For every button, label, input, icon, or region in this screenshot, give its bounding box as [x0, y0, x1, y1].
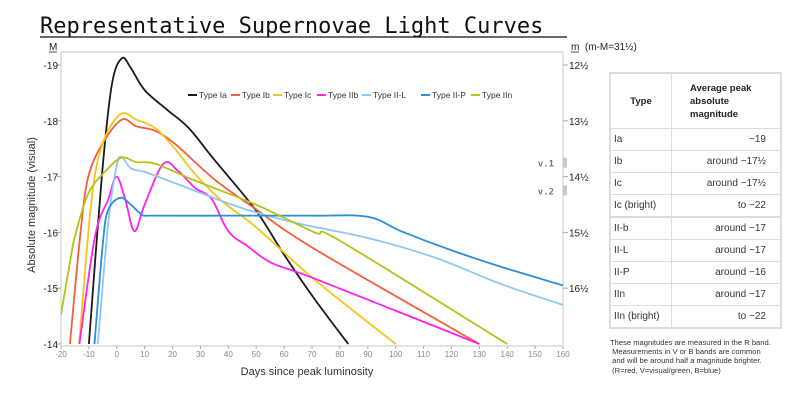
table-row: IIn (bright) to −22 — [609, 305, 782, 329]
x-axis-label: Days since peak luminosity — [241, 366, 374, 378]
y-tick-label: -18 — [44, 117, 59, 128]
header-line-3: magnitude — [690, 108, 739, 120]
header-average-peak: Average peak absolute magnitude — [671, 72, 782, 129]
x-tick-label: 0 — [115, 350, 120, 359]
header-line-2: absolute — [690, 95, 730, 107]
cell-type: Ib — [609, 150, 672, 173]
x-tick-label: -10 — [83, 350, 95, 359]
cell-magnitude: to −22 — [671, 305, 782, 329]
series-line-type-ii-p — [93, 196, 563, 345]
header-type: Type — [609, 72, 672, 129]
y-tick-label: -14 — [44, 340, 59, 351]
series-line-type-ic — [78, 112, 397, 345]
right-tick-label: 16½ — [569, 284, 589, 295]
table-header-row: Type Average peak absolute magnitude — [609, 72, 782, 129]
x-tick-label: 20 — [168, 350, 177, 359]
y-tick-label: -15 — [44, 284, 59, 295]
note-line: and will be around half a magnitude brig… — [610, 356, 762, 366]
table-row: Ic around −17½ — [609, 172, 782, 195]
table-row: Ib around −17½ — [609, 150, 782, 173]
table-row: Ia −19 — [609, 128, 782, 151]
table-row: II-b around −17 — [609, 216, 782, 240]
x-tick-label: 10 — [140, 350, 149, 359]
cell-magnitude: around −17½ — [671, 172, 782, 195]
cell-magnitude: around −16 — [671, 261, 782, 284]
right-axis-label: m (m-M=31½) — [571, 42, 637, 53]
series-line-type-iin — [61, 156, 508, 345]
x-tick-label: 80 — [335, 350, 344, 359]
legend-label: Type Ic — [284, 90, 312, 100]
note-line: (R=red, V=visual/green, B=blue) — [610, 365, 721, 375]
right-tick-label: 15½ — [569, 228, 589, 239]
table-row: II-P around −16 — [609, 261, 782, 284]
markers: v.1 v.2 — [538, 157, 567, 198]
x-tick-label: 160 — [556, 350, 570, 359]
x-tick-label: 70 — [308, 350, 317, 359]
peak-magnitude-table: Type Average peak absolute magnitude Ia −… — [609, 72, 782, 329]
marker-bar — [563, 185, 567, 196]
left-axis-symbol: M — [49, 42, 57, 53]
x-tick-label: -20 — [55, 350, 67, 359]
x-tick-label: 120 — [445, 350, 459, 359]
x-tick-label: 40 — [224, 350, 233, 359]
table-row: IIn around −17 — [609, 283, 782, 306]
series-line-type-iib — [78, 161, 480, 345]
x-tick-label: 90 — [363, 350, 372, 359]
legend-label: Type Ia — [199, 90, 227, 100]
cell-magnitude: around −17 — [671, 216, 782, 240]
table-row: II-L around −17 — [609, 239, 782, 262]
marker-bar — [563, 157, 567, 168]
x-tick-label: 110 — [417, 350, 430, 359]
axis-ticks: -19 12½ -18 13½ -17 14½ -16 15½ -15 16½ -14-20 -10 0… — [44, 61, 590, 359]
note-line: Measurements in V or B bands are common — [610, 347, 761, 357]
cell-type: Ic (bright) — [609, 194, 672, 218]
series-line-type-ib — [69, 118, 480, 345]
x-tick-label: 150 — [528, 350, 542, 359]
legend-label: Type II-L — [373, 90, 406, 100]
cell-magnitude: to −22 — [671, 194, 782, 218]
y-axis-label: Absolute magnitude (visual) — [26, 137, 38, 273]
header-line-1: Average peak — [690, 82, 752, 94]
cell-type: IIn (bright) — [609, 305, 672, 329]
x-tick-label: 50 — [252, 350, 261, 359]
cell-type: II-b — [609, 216, 672, 240]
curves — [61, 56, 563, 345]
marker-label: v.1 — [538, 160, 554, 170]
cell-type: Ia — [609, 128, 672, 151]
x-tick-label: 30 — [196, 350, 205, 359]
table-row: Ic (bright) to −22 — [609, 194, 782, 218]
y-tick-label: -17 — [44, 173, 59, 184]
y-tick-label: -16 — [44, 228, 59, 239]
cell-type: II-L — [609, 239, 672, 262]
x-tick-label: 130 — [473, 350, 487, 359]
y-tick-label: -19 — [44, 61, 59, 72]
chart-title: Representative Supernovae Light Curves — [40, 14, 543, 39]
note-line: These magnitudes are measured in the R b… — [610, 338, 771, 347]
band-notes: These magnitudes are measured in the R b… — [610, 338, 805, 375]
legend-label: Type Ib — [242, 90, 270, 100]
cell-type: II-P — [609, 261, 672, 284]
right-tick-label: 13½ — [569, 117, 589, 128]
cell-magnitude: around −17½ — [671, 150, 782, 173]
marker-label: v.2 — [538, 188, 554, 198]
legend-label: Type IIn — [482, 90, 513, 100]
right-tick-label: 12½ — [569, 61, 589, 72]
legend-label: Type II-P — [432, 90, 466, 100]
series-line-type-ii-l — [96, 155, 563, 345]
legend-label: Type IIb — [328, 90, 359, 100]
cell-magnitude: −19 — [671, 128, 782, 151]
x-tick-label: 100 — [389, 350, 403, 359]
x-tick-label: 140 — [501, 350, 515, 359]
cell-type: IIn — [609, 283, 672, 306]
cell-magnitude: around −17 — [671, 239, 782, 262]
cell-type: Ic — [609, 172, 672, 195]
series-line-type-ia — [87, 56, 349, 345]
legend: Type Ia Type Ib Type Ic Type IIb Type II-L Ty… — [188, 90, 513, 100]
x-tick-label: 60 — [280, 350, 289, 359]
cell-magnitude: around −17 — [671, 283, 782, 306]
right-tick-label: 14½ — [569, 173, 589, 184]
